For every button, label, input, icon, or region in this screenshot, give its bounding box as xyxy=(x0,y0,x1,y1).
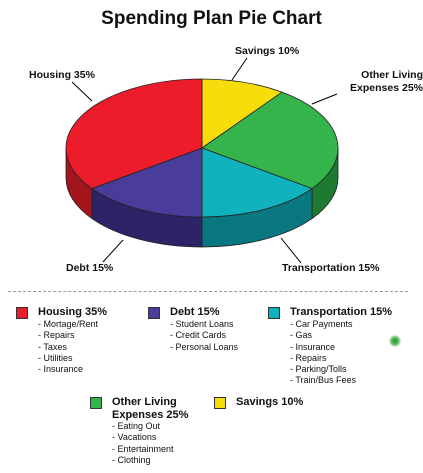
chart-title: Spending Plan Pie Chart xyxy=(101,8,322,29)
legend-item: Taxes xyxy=(38,342,98,353)
legend-item: Credit Cards xyxy=(170,330,238,341)
pie-slice-housing xyxy=(65,78,203,190)
legend-title-debt: Debt 15% xyxy=(170,306,220,318)
legend-item: Personal Loans xyxy=(170,342,239,353)
callout-other-living: Other Living Expenses 25% xyxy=(350,69,423,94)
legend-item: Car Payments xyxy=(290,319,356,330)
legend-item: Vacations xyxy=(112,432,174,443)
legend-swatch-other-living xyxy=(90,397,102,409)
legend-items-transportation: Car Payments Gas Insurance Repairs Parki… xyxy=(290,319,356,387)
divider-line xyxy=(8,291,408,292)
legend-item: Utilities xyxy=(38,353,98,364)
legend-item: Repairs xyxy=(38,330,98,341)
legend-item: Mortage/Rent xyxy=(38,319,99,330)
leader-lines xyxy=(71,57,338,264)
leader-debt xyxy=(102,239,124,263)
leader-savings xyxy=(231,57,248,81)
pie-top xyxy=(65,78,339,218)
callout-debt: Debt 15% xyxy=(66,262,114,274)
legend-item: Entertainment xyxy=(112,444,174,455)
legend-items-other-living: Eating Out Vacations Entertainment Cloth… xyxy=(112,421,174,466)
pie-chart xyxy=(65,57,339,264)
legend-title-other-living: Other Living Expenses 25% xyxy=(112,396,189,421)
legend-swatch-savings xyxy=(214,397,226,409)
legend-item: Gas xyxy=(290,330,356,341)
green-dot-icon xyxy=(389,335,401,347)
callout-savings: Savings 10% xyxy=(235,45,300,57)
legend-item: Parking/Tolls xyxy=(290,364,356,375)
legend-item: Train/Bus Fees xyxy=(290,375,356,386)
legend-items-housing: Mortage/Rent Repairs Taxes Utilities Ins… xyxy=(38,319,98,375)
legend-title-savings: Savings 10% xyxy=(236,396,304,408)
callout-housing: Housing 35% xyxy=(29,69,95,81)
legend-title-transportation: Transportation 15% xyxy=(290,306,393,318)
leader-housing xyxy=(71,81,93,102)
legend-item: Insurance xyxy=(38,364,98,375)
callout-transportation: Transportation 15% xyxy=(282,262,380,274)
legend-item: Eating Out xyxy=(112,421,174,432)
legend-swatch-transportation xyxy=(268,307,280,319)
legend-title-housing: Housing 35% xyxy=(38,306,108,318)
legend-item: Clothing xyxy=(112,455,174,466)
pie-slice-savings xyxy=(201,78,283,149)
legend-swatch-debt xyxy=(148,307,160,319)
legend-item: Repairs xyxy=(290,353,356,364)
legend-swatch-housing xyxy=(16,307,28,319)
leader-transportation xyxy=(280,237,302,264)
pie-slice-debt xyxy=(91,147,203,218)
leader-other-living xyxy=(311,93,338,105)
legend-items-debt: Student Loans Credit Cards Personal Loan… xyxy=(170,319,239,353)
pie-slice-transportation xyxy=(201,147,313,218)
legend-item: Insurance xyxy=(290,342,356,353)
pie-slice-other-living-expenses xyxy=(201,91,339,190)
legend-item: Student Loans xyxy=(170,319,238,330)
